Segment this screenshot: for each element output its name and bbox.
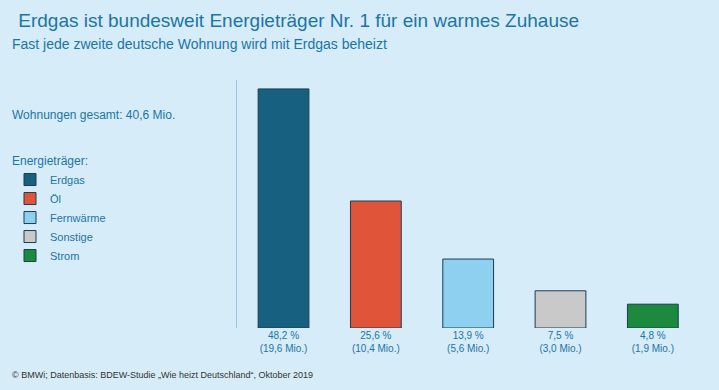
svg-text:Erdgas ist bundesweit Energiet: Erdgas ist bundesweit Energieträger Nr. … xyxy=(18,10,579,31)
svg-text:Fernwärme: Fernwärme xyxy=(50,212,106,224)
svg-text:© BMWi; Datenbasis: BDEW-Studi: © BMWi; Datenbasis: BDEW-Studie „Wie hei… xyxy=(12,370,313,380)
svg-text:Öl: Öl xyxy=(50,193,61,205)
svg-text:Energieträger:: Energieträger: xyxy=(12,154,88,168)
svg-text:Wohnungen gesamt: 40,6 Mio.: Wohnungen gesamt: 40,6 Mio. xyxy=(12,108,175,122)
svg-text:25,6 %(10,4 Mio.): 25,6 %(10,4 Mio.) xyxy=(352,330,400,354)
svg-text:Fast jede zweite deutsche Wohn: Fast jede zweite deutsche Wohnung wird m… xyxy=(12,36,387,52)
svg-text:48,2 %(19,6 Mio.): 48,2 %(19,6 Mio.) xyxy=(260,330,308,354)
svg-text:Strom: Strom xyxy=(50,250,79,262)
svg-text:4,8 %(1,9 Mio.): 4,8 %(1,9 Mio.) xyxy=(632,330,674,354)
svg-text:Erdgas: Erdgas xyxy=(50,174,85,186)
svg-text:13,9 %(5,6 Mio.): 13,9 %(5,6 Mio.) xyxy=(447,330,489,354)
svg-text:7,5 %(3,0 Mio.): 7,5 %(3,0 Mio.) xyxy=(539,330,581,354)
svg-text:Sonstige: Sonstige xyxy=(50,231,93,243)
